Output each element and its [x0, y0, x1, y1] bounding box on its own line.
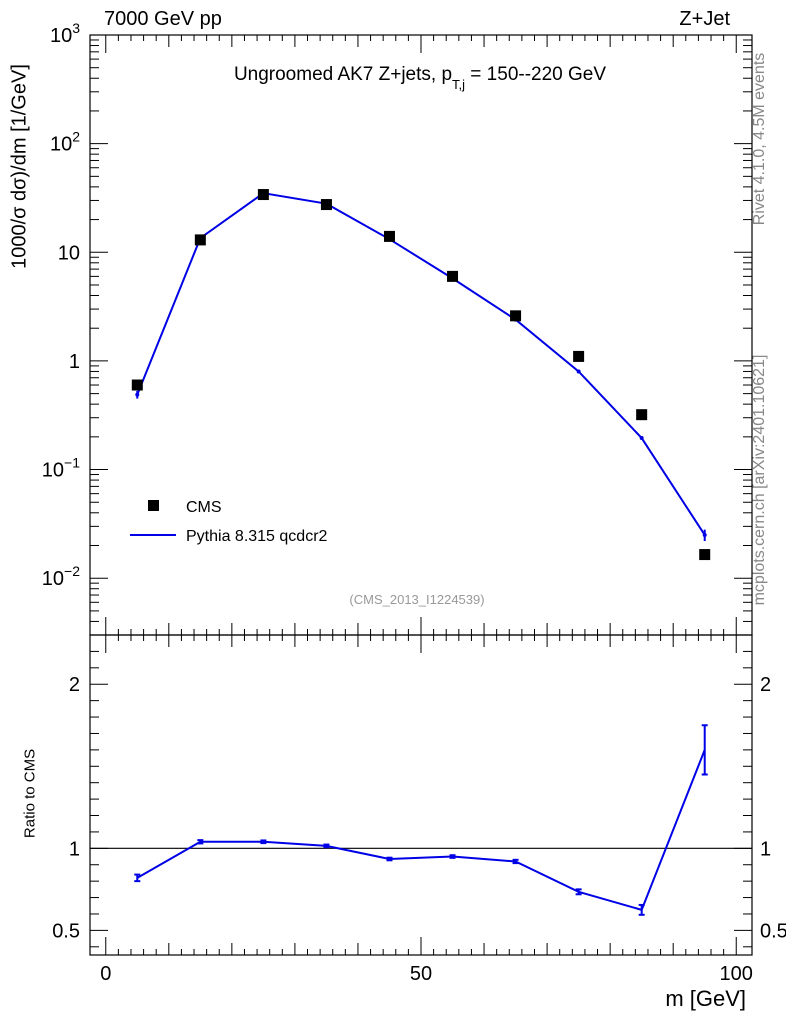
ratio-axes: 0.5 0.5 1 1 2 2 0 50 100 [52, 635, 786, 985]
x-axis-title: m [GeV] [665, 986, 746, 1011]
cms-data-point [573, 350, 585, 362]
ratio-y-tick-label-left: 2 [69, 674, 80, 696]
y-tick-label: 102 [50, 129, 80, 156]
cms-data-point [699, 549, 711, 561]
mc-line [136, 192, 706, 536]
main-series [131, 189, 711, 561]
y-tick-label: 10−1 [42, 455, 80, 482]
cms-data-point [194, 234, 206, 246]
y-tick-label: 10 [58, 242, 80, 264]
ratio-y-tick-label-right: 1 [760, 838, 771, 860]
analysis-watermark: (CMS_2013_I1224539) [349, 592, 484, 607]
mc-point [639, 436, 644, 441]
cms-data-point [447, 270, 459, 282]
legend-label-mc: Pythia 8.315 qcdcr2 [186, 528, 328, 545]
mc-point [135, 392, 140, 397]
ratio-series [134, 724, 708, 916]
ratio-y-tick-label-right: 2 [760, 674, 771, 696]
x-tick-label: 50 [410, 963, 432, 985]
x-tick-label: 0 [100, 963, 111, 985]
mc-point [702, 532, 707, 537]
main-panel-frame [89, 34, 753, 636]
collider-label: 7000 GeV pp [104, 8, 222, 30]
cms-data-point [383, 230, 395, 242]
ratio-panel-frame [89, 634, 753, 956]
y-tick-label: 103 [50, 20, 80, 47]
y-tick-label: 1 [69, 351, 80, 373]
y-tick-label: 10−2 [42, 563, 80, 590]
cms-data-point [510, 310, 522, 322]
legend-marker-cms [148, 500, 159, 511]
legend: CMS Pythia 8.315 qcdcr2 [130, 499, 328, 545]
legend-label-cms: CMS [186, 499, 222, 516]
x-tick-label: 100 [720, 963, 753, 985]
mc-point [576, 369, 581, 374]
cms-data-point [131, 379, 143, 391]
ratio-y-tick-label-left: 0.5 [52, 920, 80, 942]
cms-data-point [257, 189, 269, 201]
process-label: Z+Jet [679, 8, 730, 30]
cms-data-point [636, 409, 648, 421]
cms-data-point [320, 199, 332, 211]
ratio-y-tick-label-right: 0.5 [760, 920, 786, 942]
ratio-y-tick-label-left: 1 [69, 838, 80, 860]
ratio-line [136, 749, 706, 912]
main-title: Ungroomed AK7 Z+jets, pT,j = 150--220 Ge… [234, 64, 606, 92]
